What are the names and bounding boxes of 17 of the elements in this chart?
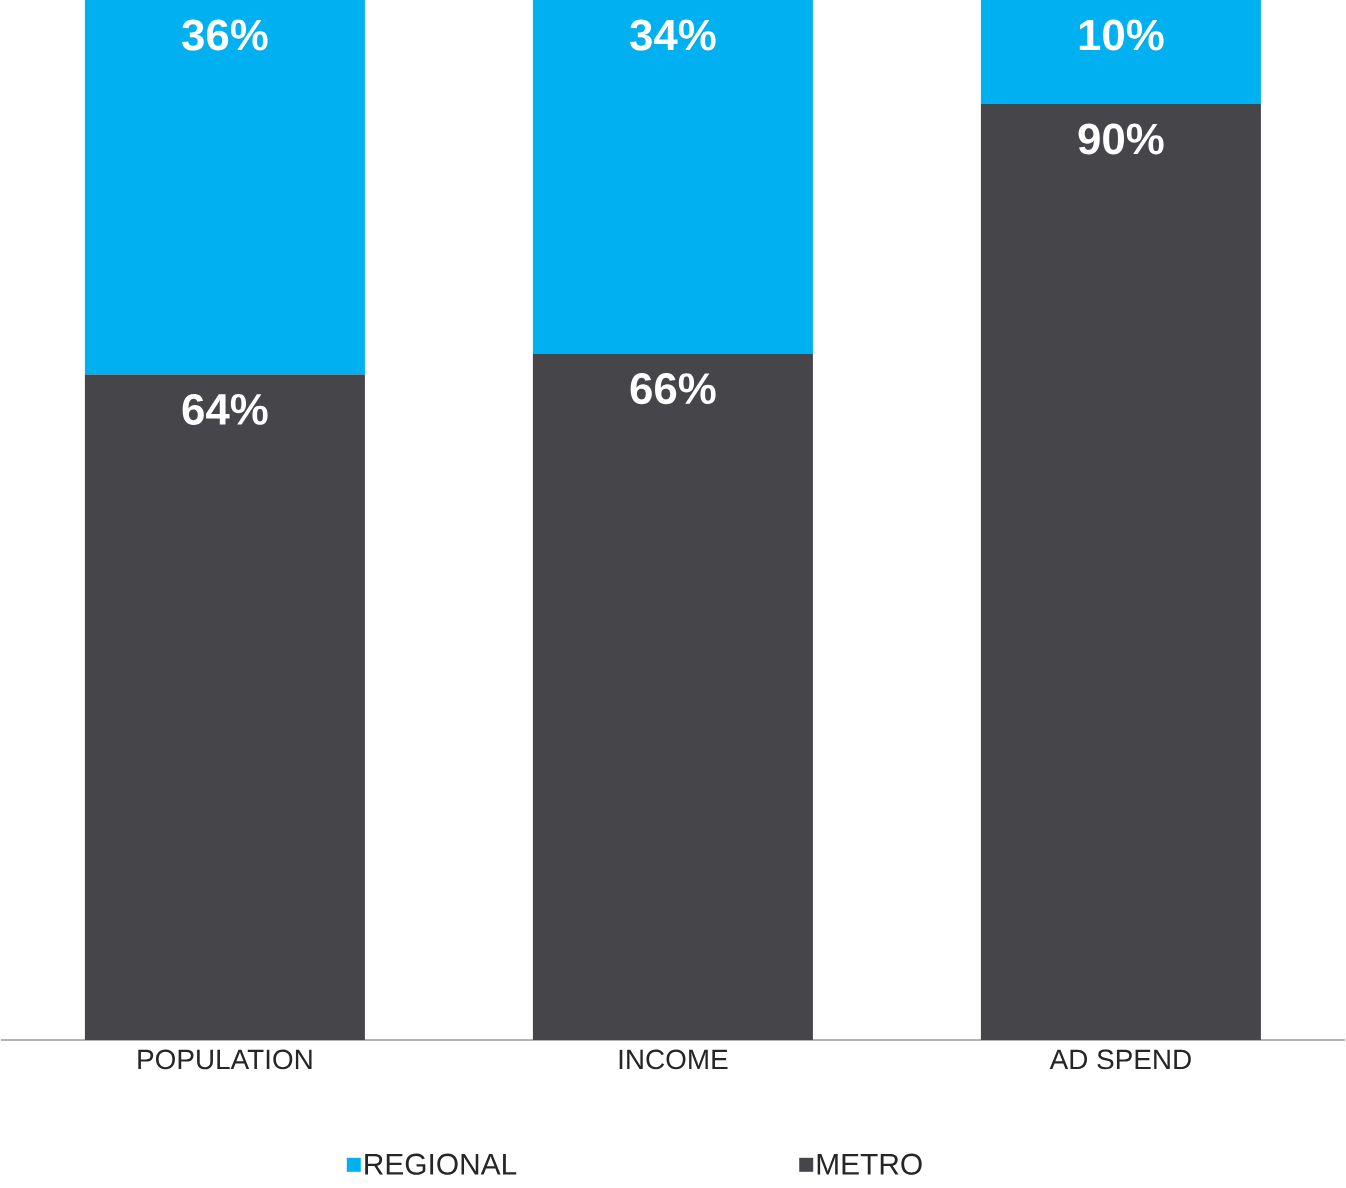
- data-label: 90%: [1078, 123, 1164, 155]
- data-label: 64%: [182, 394, 268, 426]
- bar: [84, 374, 365, 1041]
- legend-label: REGIONAL: [365, 1153, 517, 1175]
- bar: [532, 353, 813, 1041]
- bar: [84, 0, 365, 375]
- bar: [980, 104, 1261, 1041]
- legend-label: METRO: [817, 1153, 922, 1175]
- x-tick-label: INCOME: [619, 1049, 728, 1070]
- data-label: 10%: [1079, 19, 1164, 51]
- x-tick-label: AD SPEND: [1049, 1049, 1191, 1070]
- data-label: 34%: [630, 19, 716, 51]
- bar: [532, 0, 813, 354]
- data-label: 66%: [630, 373, 716, 405]
- data-label: 36%: [182, 19, 268, 51]
- bar: [980, 0, 1261, 105]
- x-tick-label: POPULATION: [138, 1049, 312, 1070]
